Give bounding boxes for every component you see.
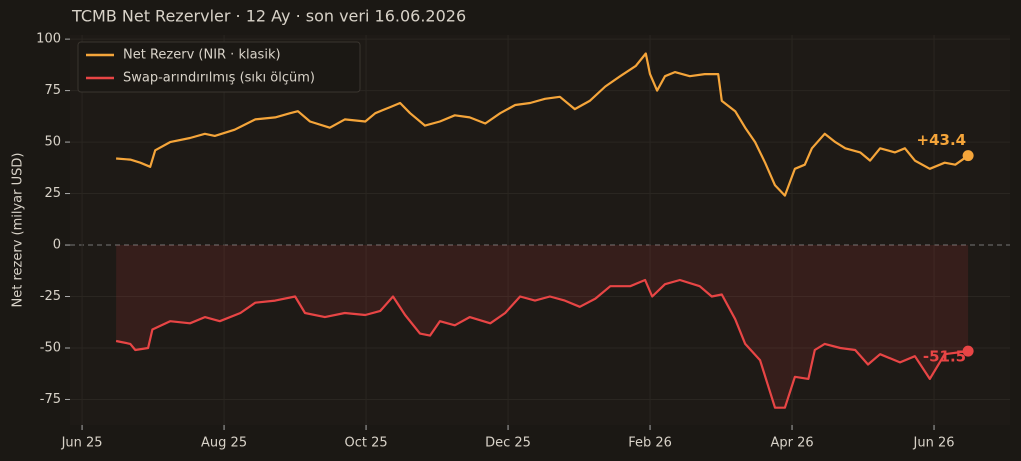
chart-title: TCMB Net Rezervler · 12 Ay · son veri 16… xyxy=(71,7,466,26)
y-tick-label: 75 xyxy=(44,83,61,98)
x-tick-label: Feb 26 xyxy=(628,436,672,451)
end-marker xyxy=(962,150,974,162)
y-axis-label: Net rezerv (milyar USD) xyxy=(11,153,26,308)
plot-area xyxy=(70,35,1010,425)
y-tick-label: 50 xyxy=(44,135,61,150)
y-tick-label: -25 xyxy=(40,289,61,304)
x-tick-label: Jun 26 xyxy=(913,436,955,451)
y-tick-label: -75 xyxy=(40,392,61,407)
x-tick-label: Dec 25 xyxy=(485,436,531,451)
legend-label: Swap-arındırılmış (sıkı ölçüm) xyxy=(123,71,315,86)
y-tick-label: 100 xyxy=(36,32,61,47)
area-fill xyxy=(116,245,969,408)
x-tick-label: Apr 26 xyxy=(770,436,813,451)
legend-label: Net Rezerv (NIR · klasik) xyxy=(123,48,281,63)
end-label: -51.5 xyxy=(923,348,966,366)
x-tick-label: Oct 25 xyxy=(344,436,387,451)
x-tick-label: Jun 25 xyxy=(61,436,103,451)
series-line xyxy=(115,278,969,409)
y-tick-label: -50 xyxy=(40,340,61,355)
legend: Net Rezerv (NIR · klasik) Swap-arındırılm… xyxy=(77,41,361,93)
end-marker xyxy=(962,345,974,357)
y-tick-label: 25 xyxy=(44,186,61,201)
end-label: +43.4 xyxy=(917,131,967,149)
x-tick-label: Aug 25 xyxy=(201,436,247,451)
y-tick-label: 0 xyxy=(53,238,61,253)
series-line xyxy=(116,52,969,197)
legend-box xyxy=(77,41,361,93)
